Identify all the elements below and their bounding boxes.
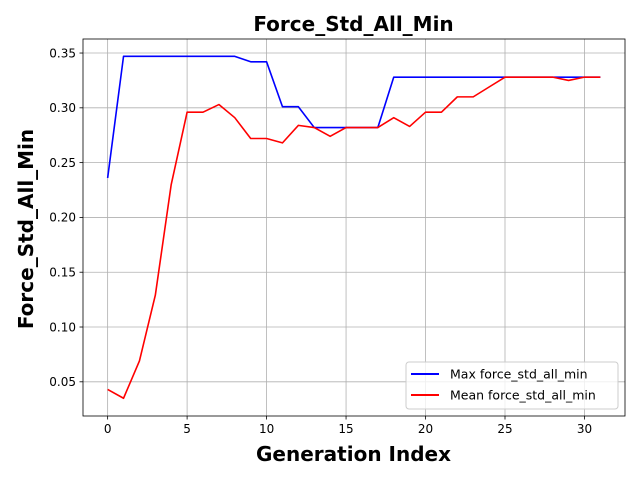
y-tick-label: 0.20 [49, 211, 76, 225]
series-lines [106, 55, 601, 400]
plot-area-frame [82, 38, 626, 417]
x-axis-label: Generation Index [256, 442, 451, 466]
y-tick-label: 0.35 [49, 46, 76, 60]
y-tick-label: 0.10 [49, 320, 76, 334]
x-tick-label: 0 [104, 422, 112, 436]
chart-title: Force_Std_All_Min [253, 12, 453, 36]
y-tick-label: 0.05 [49, 375, 76, 389]
axis-ticks: 0 5 10 15 20 25 30 0.05 0.10 0.15 0.20 0.25 0.30 0.35 [49, 46, 592, 436]
x-tick-label: 20 [418, 422, 433, 436]
y-axis-label: Force_Std_All_Min [14, 129, 38, 329]
legend-box [405, 361, 619, 410]
mean-series-line [107, 76, 601, 400]
y-tick-label: 0.25 [49, 156, 76, 170]
y-tick-label: 0.30 [49, 101, 76, 115]
legend-label-max: Max force_std_all_min [450, 367, 588, 382]
x-tick-label: 30 [577, 422, 592, 436]
x-tick-label: 5 [183, 422, 191, 436]
x-tick-label: 10 [259, 422, 274, 436]
grid-lines [83, 39, 625, 416]
y-tick-label: 0.15 [49, 266, 76, 280]
x-tick-label: 25 [497, 422, 512, 436]
legend: Max force_std_all_min Mean force_std_all… [405, 361, 619, 410]
legend-label-mean: Mean force_std_all_min [450, 388, 596, 403]
x-tick-label: 15 [338, 422, 353, 436]
